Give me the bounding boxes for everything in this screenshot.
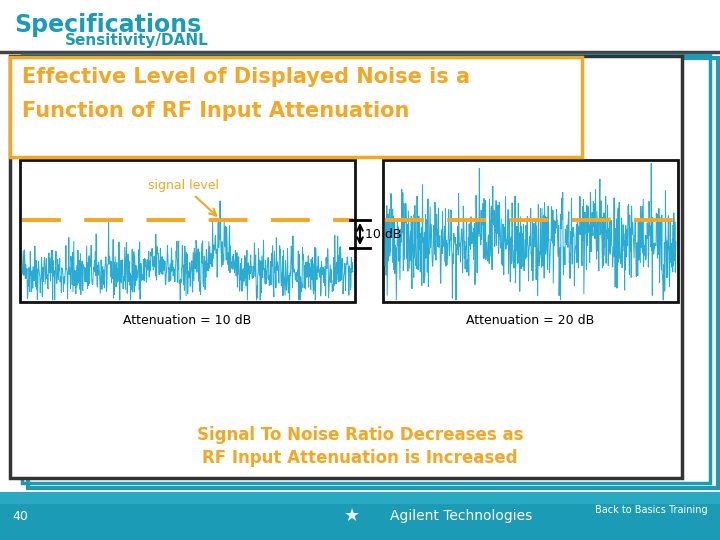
Bar — [10, 57, 582, 157]
Bar — [28, 58, 718, 488]
Text: RF Input Attenuation is Increased: RF Input Attenuation is Increased — [202, 449, 518, 467]
Text: Effective Level of Displayed Noise is a: Effective Level of Displayed Noise is a — [22, 67, 470, 87]
Text: Back to Basics Training: Back to Basics Training — [595, 505, 708, 515]
Bar — [20, 160, 355, 302]
Text: 10 dB: 10 dB — [365, 227, 402, 240]
Bar — [0, 492, 720, 540]
Text: Specifications: Specifications — [14, 13, 202, 37]
Text: Signal To Noise Ratio Decreases as: Signal To Noise Ratio Decreases as — [197, 426, 523, 444]
Text: Attenuation = 20 dB: Attenuation = 20 dB — [467, 314, 595, 327]
Text: Sensitivity/DANL: Sensitivity/DANL — [65, 33, 209, 48]
Text: ★: ★ — [344, 507, 360, 525]
Bar — [10, 56, 682, 478]
Text: Attenuation = 10 dB: Attenuation = 10 dB — [123, 314, 251, 327]
Text: 40: 40 — [12, 510, 28, 523]
Text: Agilent Technologies: Agilent Technologies — [390, 509, 532, 523]
Text: Function of RF Input Attenuation: Function of RF Input Attenuation — [22, 101, 410, 121]
Bar — [0, 492, 720, 504]
Bar — [22, 55, 710, 483]
Bar — [383, 160, 678, 302]
Text: signal level: signal level — [148, 179, 219, 215]
